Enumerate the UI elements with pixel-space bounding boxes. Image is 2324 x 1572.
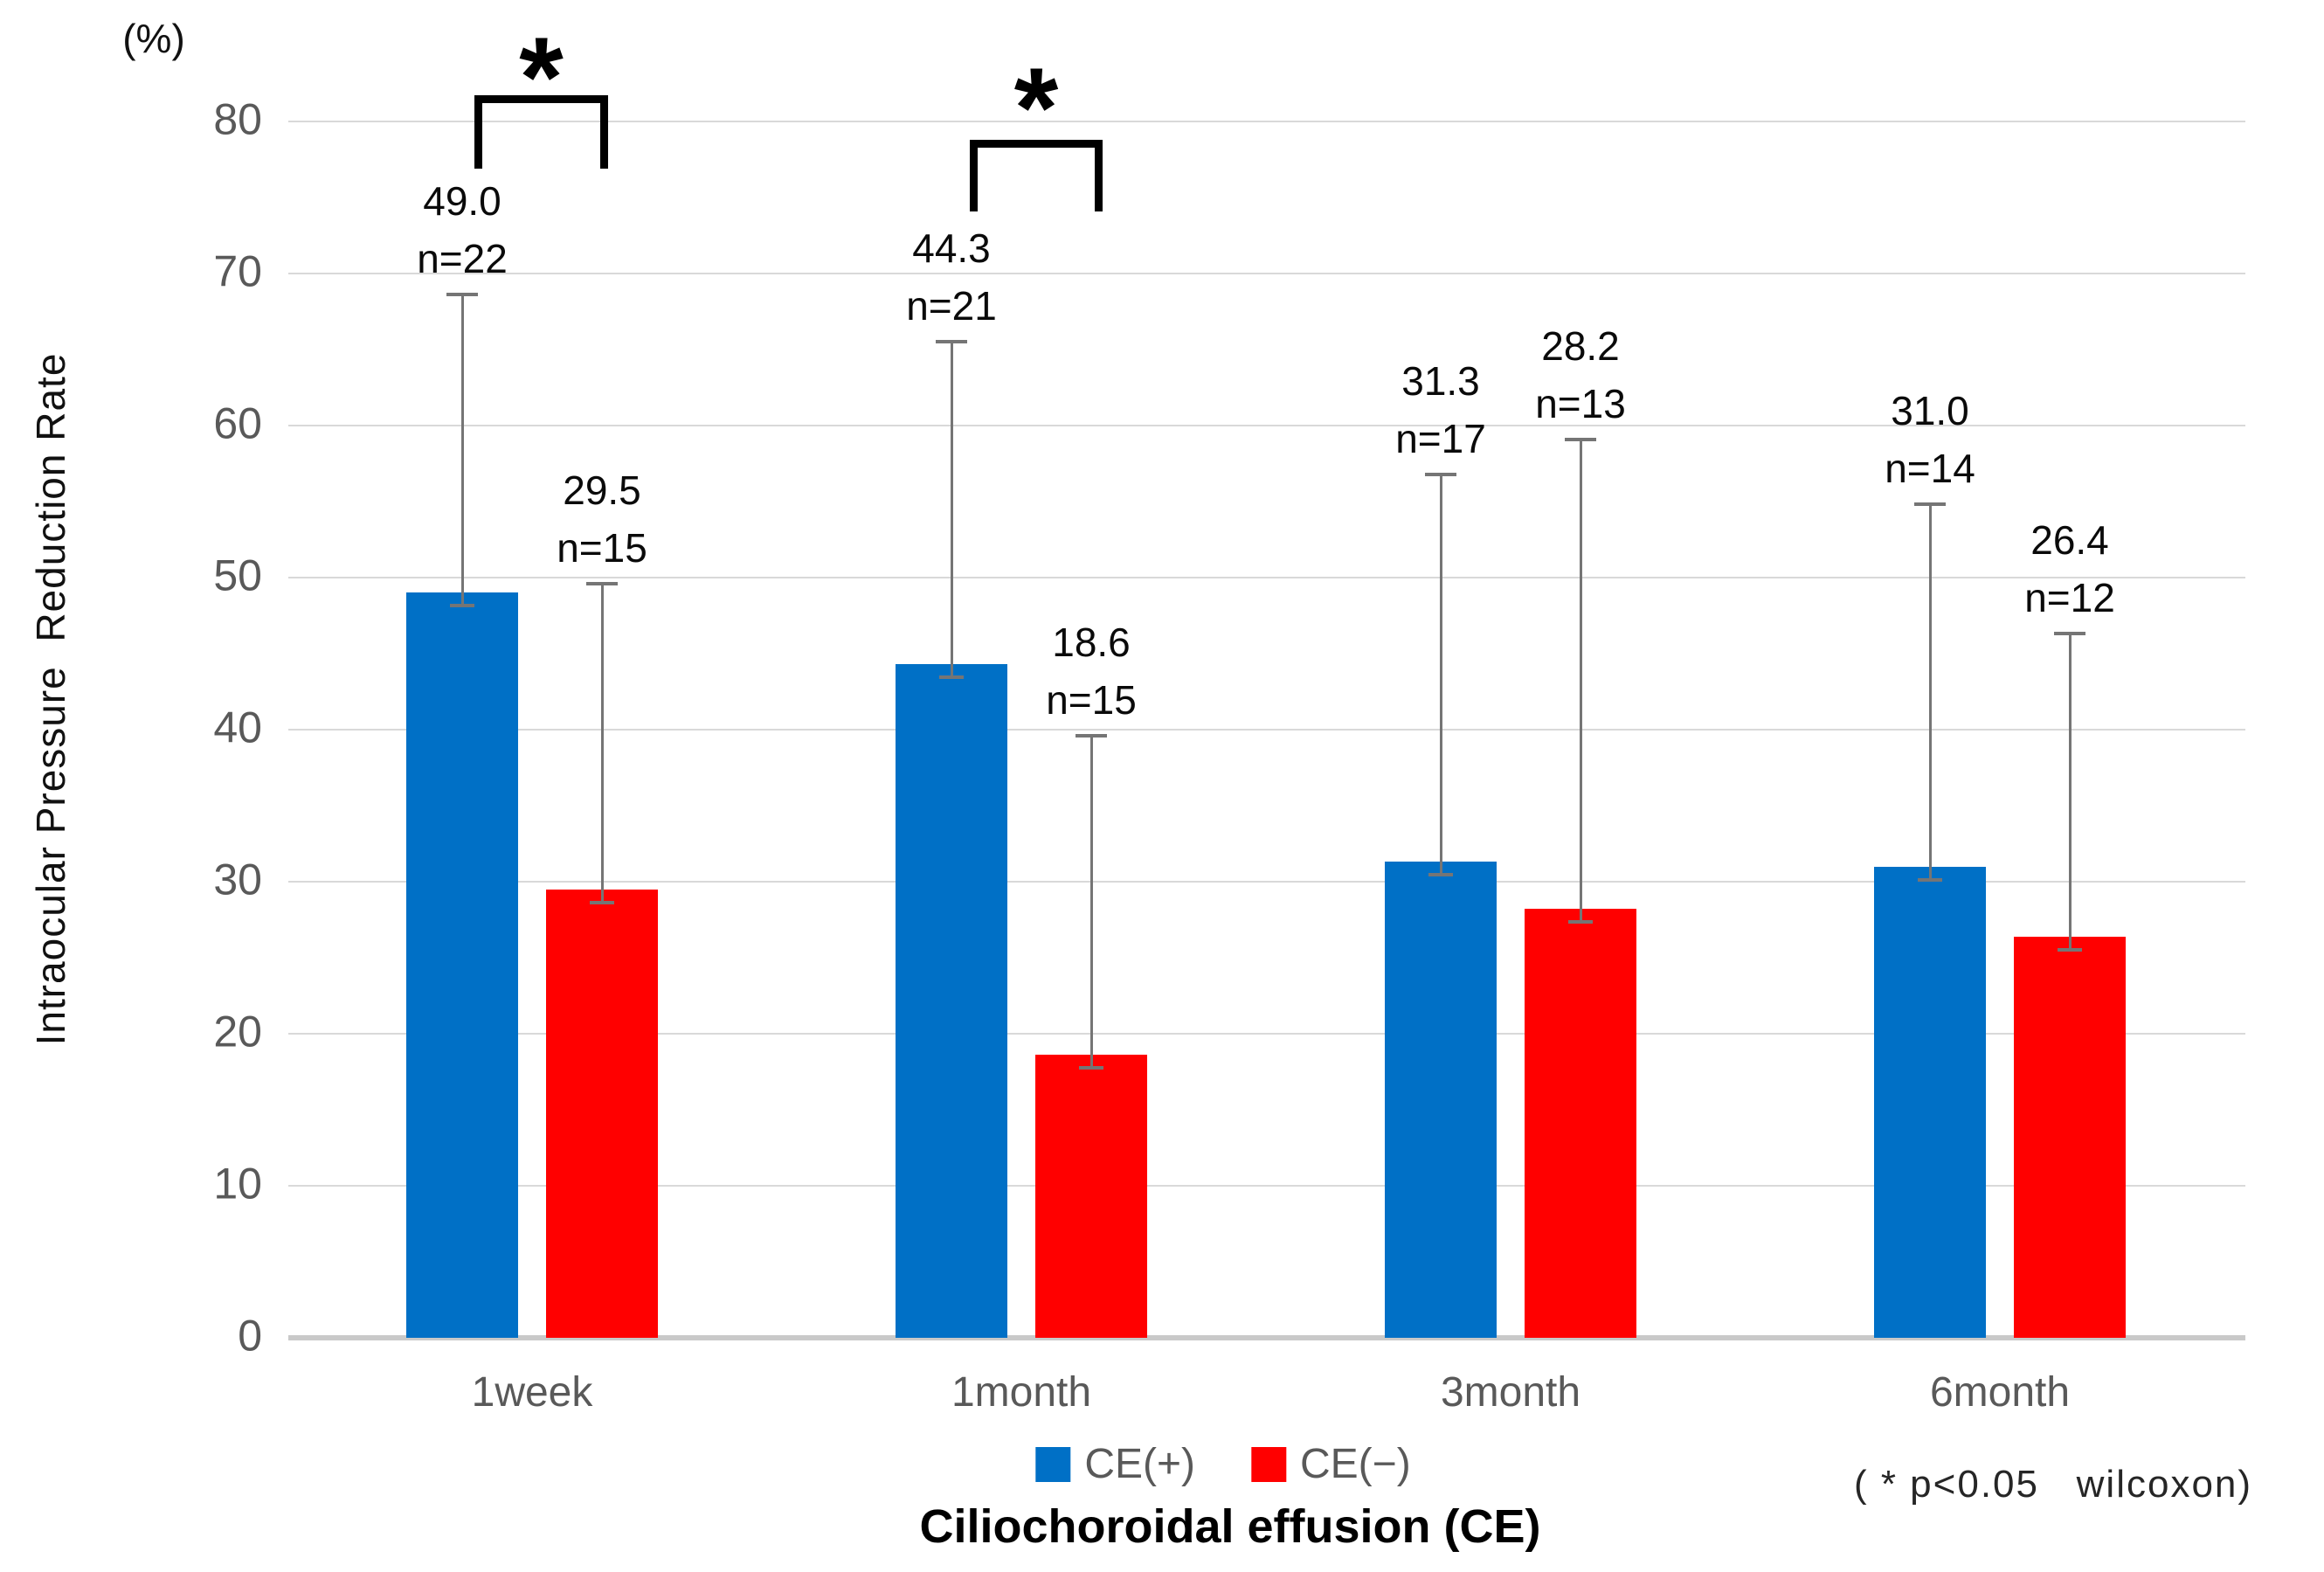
- error-bar-top-cap-ce-minus-6month: [2054, 632, 2085, 636]
- error-bar-top-cap-ce-plus-6month: [1914, 502, 1946, 507]
- bar-ce-plus-1month: [896, 664, 1007, 1338]
- error-bar-ce-minus-6month: [2068, 634, 2072, 950]
- value-label-ce-minus-1week: 29.5 n=15: [557, 467, 647, 571]
- significance-bracket-left-leg-1week: [474, 95, 482, 169]
- bar-ce-plus-3month: [1385, 862, 1497, 1338]
- x-tick-label-1week: 1week: [471, 1369, 593, 1416]
- value-label-ce-minus-1month: 18.6 n=15: [1046, 619, 1137, 723]
- y-axis-title: Intraocular Pressure Reduction Rate: [28, 352, 73, 1046]
- error-bar-top-cap-ce-plus-1week: [446, 293, 478, 297]
- y-tick-label-80: 80: [213, 94, 262, 144]
- error-bar-bottom-cap-ce-plus-1month: [939, 675, 964, 680]
- significance-bracket-right-leg-1week: [600, 95, 608, 169]
- significance-star-1month: *: [1013, 44, 1059, 171]
- error-bar-ce-minus-1month: [1089, 735, 1093, 1069]
- x-axis-line: [288, 1335, 2245, 1340]
- significance-bracket-right-leg-1month: [1095, 140, 1103, 211]
- x-axis-title: Ciliochoroidal effusion (CE): [919, 1500, 1541, 1553]
- y-tick-label-20: 20: [213, 1007, 262, 1056]
- bar-ce-minus-1week: [546, 889, 658, 1338]
- y-tick-label-30: 30: [213, 855, 262, 904]
- error-bar-bottom-cap-ce-minus-1month: [1079, 1066, 1103, 1070]
- gridline-60: [288, 425, 2245, 426]
- value-label-ce-plus-3month: 31.3 n=17: [1395, 357, 1486, 461]
- y-tick-label-10: 10: [213, 1159, 262, 1208]
- legend-label-ce-minus: CE(−): [1300, 1441, 1411, 1487]
- error-bar-ce-minus-1week: [600, 583, 604, 903]
- error-bar-ce-minus-3month: [1579, 439, 1582, 923]
- gridline-80: [288, 121, 2245, 122]
- bar-ce-plus-6month: [1874, 866, 1986, 1338]
- gridline-20: [288, 1033, 2245, 1035]
- gridline-10: [288, 1185, 2245, 1187]
- error-bar-top-cap-ce-minus-1week: [586, 581, 618, 585]
- error-bar-ce-plus-1week: [460, 294, 464, 606]
- y-tick-label-70: 70: [213, 246, 262, 296]
- significance-star-1week: *: [519, 13, 564, 141]
- y-axis-unit-label: (%): [122, 16, 185, 61]
- legend-label-ce-plus: CE(+): [1084, 1441, 1195, 1487]
- y-tick-label-60: 60: [213, 398, 262, 448]
- value-label-ce-minus-6month: 26.4 n=12: [2024, 517, 2115, 621]
- y-tick-label-0: 0: [238, 1311, 262, 1361]
- gridline-40: [288, 729, 2245, 731]
- error-bar-top-cap-ce-plus-1month: [936, 340, 967, 344]
- x-tick-label-3month: 3month: [1440, 1369, 1581, 1416]
- value-label-ce-plus-6month: 31.0 n=14: [1885, 388, 1975, 492]
- y-tick-label-40: 40: [213, 703, 262, 752]
- error-bar-bottom-cap-ce-minus-6month: [2058, 947, 2082, 952]
- error-bar-bottom-cap-ce-plus-1week: [450, 604, 474, 608]
- x-tick-label-1month: 1month: [951, 1369, 1092, 1416]
- legend-swatch-ce-minus-icon: [1251, 1446, 1286, 1482]
- error-bar-top-cap-ce-plus-3month: [1425, 472, 1456, 476]
- error-bar-top-cap-ce-minus-3month: [1565, 437, 1596, 441]
- gridline-70: [288, 273, 2245, 274]
- gridline-50: [288, 577, 2245, 578]
- value-label-ce-minus-3month: 28.2 n=13: [1535, 322, 1626, 426]
- significance-bracket-bar-1month: [970, 140, 1103, 148]
- error-bar-bottom-cap-ce-plus-6month: [1918, 877, 1942, 882]
- bar-ce-minus-3month: [1525, 909, 1636, 1338]
- bar-ce-plus-1week: [406, 592, 518, 1338]
- gridline-30: [288, 881, 2245, 883]
- legend-item-ce-plus: CE(+): [1035, 1440, 1195, 1488]
- error-bar-ce-plus-6month: [1928, 504, 1932, 880]
- value-label-ce-plus-1month: 44.3 n=21: [906, 225, 997, 329]
- x-tick-label-6month: 6month: [1929, 1369, 2071, 1416]
- significance-bracket-bar-1week: [474, 95, 608, 103]
- error-bar-ce-plus-1month: [950, 342, 953, 678]
- value-label-ce-plus-1week: 49.0 n=22: [417, 178, 508, 282]
- error-bar-ce-plus-3month: [1439, 474, 1442, 876]
- bar-ce-minus-1month: [1035, 1055, 1147, 1338]
- error-bar-top-cap-ce-minus-1month: [1076, 733, 1107, 738]
- error-bar-bottom-cap-ce-minus-3month: [1568, 920, 1593, 925]
- legend-item-ce-minus: CE(−): [1251, 1440, 1411, 1488]
- legend: CE(+) CE(−): [1035, 1440, 1411, 1488]
- significance-bracket-left-leg-1month: [970, 140, 978, 211]
- significance-note: ( * p<0.05 wilcoxon): [1853, 1463, 2253, 1506]
- bar-ce-minus-6month: [2014, 936, 2126, 1338]
- error-bar-bottom-cap-ce-minus-1week: [590, 900, 614, 904]
- legend-swatch-ce-plus-icon: [1035, 1446, 1071, 1482]
- y-tick-label-50: 50: [213, 551, 262, 600]
- error-bar-bottom-cap-ce-plus-3month: [1428, 873, 1453, 877]
